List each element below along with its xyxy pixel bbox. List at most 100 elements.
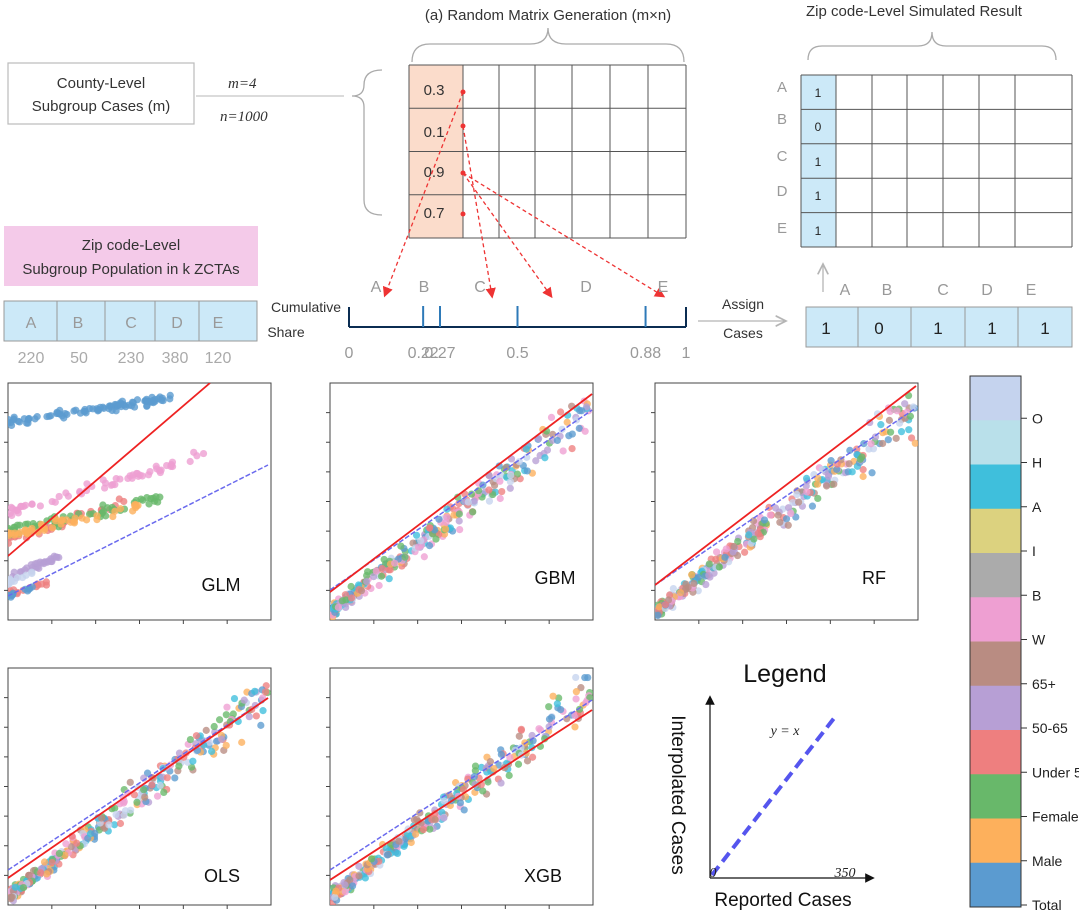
scatter-point	[568, 445, 576, 453]
scatter-point	[215, 716, 224, 724]
scatter-point	[192, 732, 201, 740]
scatter-point	[355, 872, 363, 880]
scatter-point	[690, 579, 698, 588]
scatter-point	[827, 457, 835, 465]
scatter-point	[456, 799, 464, 807]
scatter-point	[808, 502, 817, 510]
scatter-point	[464, 498, 472, 506]
scatter-point	[342, 596, 350, 604]
scatter-point	[375, 581, 383, 590]
scatter-point	[469, 508, 477, 516]
scatter-point	[28, 569, 36, 578]
scatter-point	[886, 428, 895, 436]
result-value: 1	[815, 86, 822, 100]
legend-identity-line	[710, 715, 837, 877]
colorbar-segment	[970, 553, 1021, 598]
scatter-point	[163, 774, 171, 782]
result-row-label: E	[777, 220, 787, 237]
scatter-point	[496, 494, 504, 503]
zip-pop-label: B	[73, 315, 84, 332]
scatter-plots	[4, 382, 919, 909]
mapping-arrows	[382, 89, 666, 299]
scatter-point	[484, 778, 492, 786]
legend-line-label: y = x	[769, 724, 801, 739]
scatter-point	[120, 497, 128, 506]
scatter-point	[245, 713, 253, 721]
scatter-point	[199, 449, 208, 458]
scatter-point	[425, 542, 434, 550]
scatter-point	[859, 466, 867, 474]
scatter-point	[153, 792, 162, 800]
scatter-point	[734, 537, 742, 546]
scatter-point	[528, 753, 537, 761]
plot-label-glm: GLM	[201, 575, 240, 595]
scatter-point	[909, 403, 917, 411]
scatter-point	[347, 582, 355, 591]
plot-label-rf: RF	[862, 568, 886, 588]
tick-label: 0	[345, 345, 354, 362]
scatter-point	[363, 577, 371, 586]
colorbar-segment	[970, 464, 1021, 510]
scatter-points	[8, 383, 269, 601]
scatter-point	[486, 758, 495, 766]
scatter-point	[62, 840, 70, 848]
scatter-point	[8, 418, 15, 427]
scatter-point	[859, 472, 867, 481]
zip-pop-label: A	[26, 315, 37, 332]
assign-label1: Assign	[722, 296, 764, 312]
scatter-point	[8, 591, 16, 600]
scatter-point	[222, 741, 230, 750]
zip-pop-title-box	[4, 226, 258, 286]
scatter-point	[846, 446, 854, 454]
scatter-point	[120, 811, 128, 819]
scatter-point	[377, 572, 386, 580]
random-matrix-grid	[408, 64, 687, 239]
colorbar-segment	[970, 774, 1021, 819]
scatter-point	[82, 516, 91, 524]
scatter-point	[856, 455, 864, 463]
scatter-point	[455, 510, 463, 518]
scatter-point	[495, 462, 503, 470]
scatter-point	[140, 786, 148, 794]
scatter-point	[572, 673, 580, 682]
matrix-value: 0.7	[424, 205, 445, 222]
plot-label-ols: OLS	[204, 866, 240, 886]
assign-value: 0	[874, 319, 883, 338]
segment-label: C	[474, 279, 486, 296]
scatter-point	[105, 821, 113, 829]
scatter-point	[515, 732, 523, 740]
result-value: 0	[815, 120, 822, 134]
scatter-point	[187, 763, 196, 771]
scatter-point	[823, 482, 831, 490]
colorbar-segment	[970, 508, 1021, 554]
scatter-point	[545, 703, 553, 711]
scatter-point	[523, 453, 531, 461]
tick-label: 1	[682, 345, 691, 362]
identity-line	[655, 407, 917, 586]
assign-value: 1	[1040, 319, 1049, 338]
scatter-point	[8, 539, 13, 547]
scatter-point	[814, 474, 822, 482]
scatter-point	[581, 673, 589, 682]
result-row-label: D	[777, 183, 788, 200]
scatter-point	[33, 559, 41, 567]
scatter-point	[397, 542, 405, 550]
regression-line	[330, 709, 593, 881]
scatter-point	[368, 855, 376, 863]
assign-value: 1	[933, 319, 942, 338]
scatter-point	[128, 398, 137, 406]
cumulative-label2: Share	[267, 324, 305, 340]
colorbar-label: Under 50	[1032, 764, 1079, 780]
scatter-point	[166, 395, 174, 403]
tick-label: 0.5	[506, 345, 528, 362]
scatter-point	[141, 397, 150, 405]
scatter-point	[502, 463, 510, 471]
scatter-point	[393, 849, 402, 858]
scatter-point	[99, 501, 107, 509]
scatter-point	[334, 603, 342, 611]
scatter-point	[238, 738, 246, 746]
segment-label: A	[371, 279, 382, 296]
scatter-point	[901, 400, 909, 408]
colorbar-segment	[970, 597, 1021, 642]
scatter-point	[76, 489, 84, 497]
